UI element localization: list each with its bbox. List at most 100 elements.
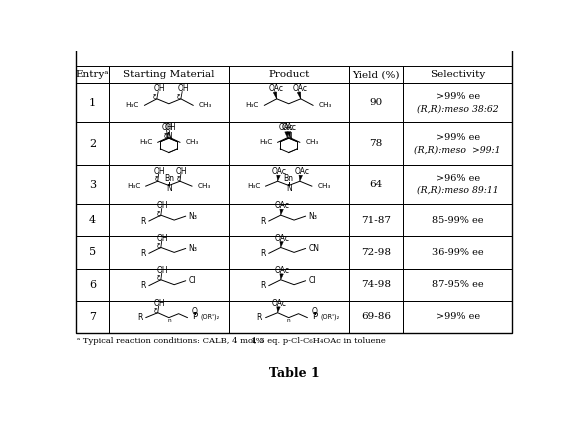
Text: OAc: OAc xyxy=(272,299,286,308)
Text: N₃: N₃ xyxy=(308,211,317,221)
Text: H₃C: H₃C xyxy=(246,102,259,108)
Text: 74-98: 74-98 xyxy=(361,280,391,289)
Text: OAc: OAc xyxy=(281,123,296,132)
Text: Entryᵃ: Entryᵃ xyxy=(76,70,109,79)
Text: ξ: ξ xyxy=(166,133,170,139)
Text: OH: OH xyxy=(177,84,189,93)
Text: ξ: ξ xyxy=(157,211,160,217)
Text: (R,R):meso  >99:1: (R,R):meso >99:1 xyxy=(414,146,501,155)
Polygon shape xyxy=(280,273,284,280)
Bar xyxy=(76,83,109,122)
Text: ξ: ξ xyxy=(154,176,158,182)
Text: 78: 78 xyxy=(369,139,382,148)
Text: R: R xyxy=(140,281,145,290)
Text: Yield (%): Yield (%) xyxy=(352,70,400,79)
Text: OAc: OAc xyxy=(292,84,307,93)
Text: R: R xyxy=(260,249,265,258)
Text: R: R xyxy=(140,249,145,258)
Text: n: n xyxy=(287,318,290,324)
Text: H₃C: H₃C xyxy=(259,140,272,146)
Text: (R,R):meso 38:62: (R,R):meso 38:62 xyxy=(417,104,498,113)
Polygon shape xyxy=(280,209,284,215)
Text: N₃: N₃ xyxy=(188,211,197,221)
Text: H₃C: H₃C xyxy=(139,140,153,146)
Text: N₃: N₃ xyxy=(188,244,197,253)
Text: OAc: OAc xyxy=(274,202,289,211)
Bar xyxy=(229,165,348,204)
Text: ξ: ξ xyxy=(157,275,160,281)
Text: >99% ee: >99% ee xyxy=(436,92,480,101)
Polygon shape xyxy=(299,175,302,181)
Text: N: N xyxy=(286,131,292,140)
Text: OAc: OAc xyxy=(274,266,289,275)
Bar xyxy=(109,83,229,122)
Text: N: N xyxy=(286,184,292,193)
Bar xyxy=(403,83,512,122)
Text: ξ: ξ xyxy=(157,243,160,249)
Text: (R,R):meso 89:11: (R,R):meso 89:11 xyxy=(417,186,498,195)
Bar xyxy=(229,66,348,83)
Polygon shape xyxy=(273,92,277,99)
Text: >96% ee: >96% ee xyxy=(436,174,480,183)
Text: (OR')₂: (OR')₂ xyxy=(321,313,340,320)
Text: OAc: OAc xyxy=(278,123,293,132)
Text: OAc: OAc xyxy=(272,167,287,176)
Bar xyxy=(76,268,109,301)
Text: R: R xyxy=(137,313,142,322)
Polygon shape xyxy=(288,132,291,138)
Text: CH₃: CH₃ xyxy=(305,140,319,146)
Text: CH₃: CH₃ xyxy=(197,183,211,189)
Text: ξ: ξ xyxy=(154,308,157,314)
Bar xyxy=(348,165,403,204)
Text: Cl: Cl xyxy=(308,276,316,285)
Text: Product: Product xyxy=(268,70,309,79)
Text: , 3 eq. p-Cl-C₆H₄OAc in toluene: , 3 eq. p-Cl-C₆H₄OAc in toluene xyxy=(254,337,386,345)
Bar xyxy=(229,268,348,301)
Bar xyxy=(76,165,109,204)
Text: Bn: Bn xyxy=(164,174,174,184)
Bar xyxy=(403,236,512,268)
Text: 7: 7 xyxy=(89,312,96,322)
Bar xyxy=(229,122,348,165)
Text: OH: OH xyxy=(164,123,176,132)
Text: OH: OH xyxy=(156,266,168,275)
Text: 90: 90 xyxy=(369,98,382,107)
Text: OAc: OAc xyxy=(294,167,309,176)
Polygon shape xyxy=(285,132,288,138)
Text: 4: 4 xyxy=(89,215,96,225)
Polygon shape xyxy=(277,175,280,181)
Bar xyxy=(403,122,512,165)
Bar xyxy=(229,204,348,236)
Bar xyxy=(76,66,109,83)
Bar xyxy=(229,83,348,122)
Text: R: R xyxy=(260,281,265,290)
Bar xyxy=(229,301,348,333)
Text: 87-95% ee: 87-95% ee xyxy=(432,280,483,289)
Text: 1: 1 xyxy=(89,98,96,108)
Bar xyxy=(76,204,109,236)
Bar xyxy=(76,49,512,333)
Bar xyxy=(403,301,512,333)
Text: 72-98: 72-98 xyxy=(361,248,391,257)
Text: OAc: OAc xyxy=(274,234,289,243)
Text: OH: OH xyxy=(153,299,165,308)
Text: OH: OH xyxy=(153,84,165,93)
Bar xyxy=(403,66,512,83)
Bar xyxy=(109,66,229,83)
Bar xyxy=(348,83,403,122)
Text: (OR')₂: (OR')₂ xyxy=(201,313,220,320)
Text: H₃C: H₃C xyxy=(247,183,260,189)
Bar xyxy=(348,122,403,165)
Text: H₃C: H₃C xyxy=(127,183,141,189)
Text: 5: 5 xyxy=(89,247,96,257)
Text: OH: OH xyxy=(154,167,165,176)
Bar xyxy=(109,236,229,268)
Text: ξ: ξ xyxy=(152,94,156,100)
Text: OH: OH xyxy=(156,234,168,243)
Bar xyxy=(109,268,229,301)
Text: >99% ee: >99% ee xyxy=(436,312,480,321)
Bar xyxy=(109,204,229,236)
Text: P: P xyxy=(312,312,317,321)
Text: 3: 3 xyxy=(89,179,96,190)
Text: 2: 2 xyxy=(89,139,96,149)
